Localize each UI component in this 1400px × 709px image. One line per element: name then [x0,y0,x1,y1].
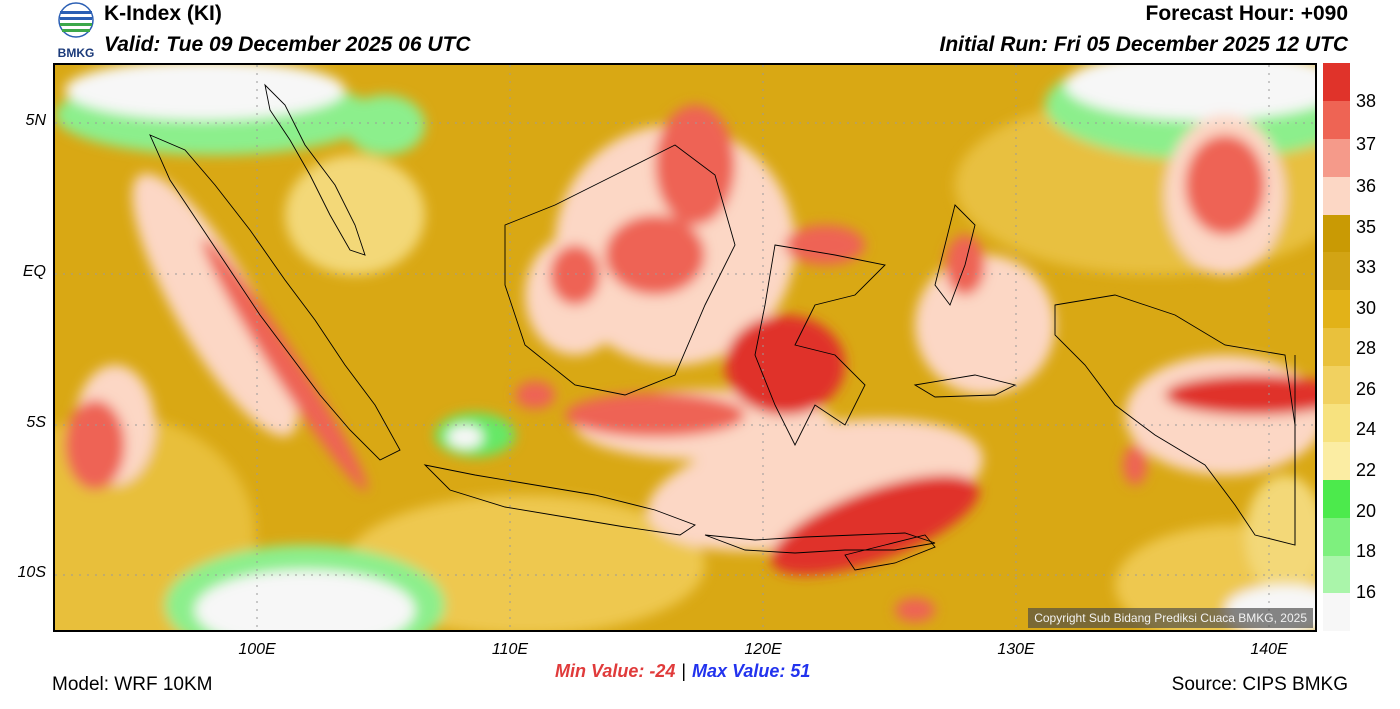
valid-time: Valid: Tue 09 December 2025 06 UTC [104,33,471,56]
colorbar-swatch [1323,593,1350,632]
lon-label-110e: 110E [491,641,529,658]
chart-title: K-Index (KI) [104,2,222,25]
lon-label-130e: 130E [997,641,1035,658]
colorbar-label: 33 [1356,257,1377,277]
source-name: Source: CIPS BMKG [1171,674,1348,695]
min-max-values: Min Value: -24 | Max Value: 51 [555,661,810,682]
colorbar-label: 28 [1356,338,1377,358]
colorbar-swatch [1323,214,1350,253]
colorbar-label: 38 [1356,91,1377,111]
colorbar-label: 26 [1356,379,1377,399]
colorbar-swatch [1323,252,1350,291]
colorbar-swatch [1323,176,1350,215]
colorbar-swatch [1323,366,1350,405]
k-index-map: Copyright Sub Bidang Prediksi Cuaca BMKG… [53,63,1317,632]
colorbar-label: 30 [1356,298,1377,318]
colorbar-label: 37 [1356,134,1377,154]
lat-label-10s: 10S [17,564,46,581]
forecast-hour: Forecast Hour: +090 [1145,2,1349,25]
colorbar-swatch [1323,100,1350,139]
colorbar-swatch [1323,63,1350,101]
colorbar-label: 22 [1356,460,1377,480]
max-value: Max Value: 51 [692,661,811,681]
colorbar-label: 20 [1356,501,1377,521]
colorbar-swatch [1323,138,1350,177]
colorbar-swatch [1323,328,1350,367]
lat-label-5n: 5N [25,112,46,129]
colorbar-swatch [1323,517,1350,556]
copyright-notice: Copyright Sub Bidang Prediksi Cuaca BMKG… [1028,608,1313,628]
lon-label-100e: 100E [238,641,276,658]
lon-label-140e: 140E [1250,641,1288,658]
lat-label-eq: EQ [22,263,46,280]
colorbar-label: 24 [1356,419,1377,439]
initial-run: Initial Run: Fri 05 December 2025 12 UTC [939,33,1348,56]
lon-label-120e: 120E [744,641,782,658]
svg-text:BMKG: BMKG [58,46,95,60]
bmkg-logo: BMKG [52,2,100,60]
lat-label-5s: 5S [26,414,46,431]
colorbar-swatch [1323,479,1350,518]
min-max-separator: | [681,661,687,681]
colorbar-swatch [1323,290,1350,329]
colorbar-swatch [1323,441,1350,480]
colorbar-swatch [1323,555,1350,594]
min-value: Min Value: -24 [555,661,676,681]
colorbar-label: 35 [1356,217,1377,237]
colorbar [1323,63,1350,632]
colorbar-swatch [1323,404,1350,442]
model-name: Model: WRF 10KM [52,674,213,695]
colorbar-label: 36 [1356,176,1377,196]
colorbar-label: 18 [1356,541,1377,561]
colorbar-label: 16 [1356,582,1377,602]
